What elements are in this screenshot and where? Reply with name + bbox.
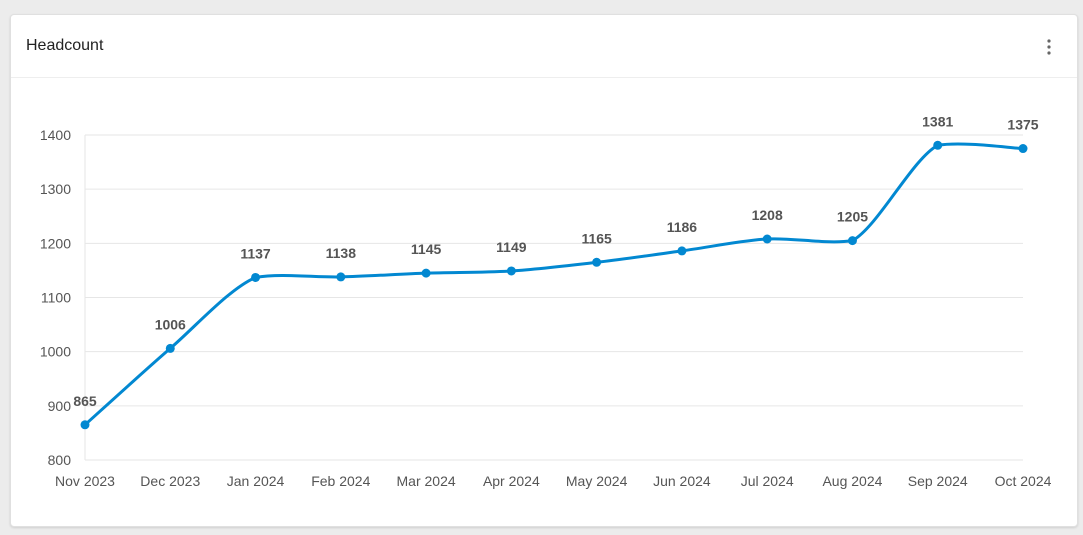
- y-tick-label: 1400: [40, 127, 71, 143]
- x-tick-label: Dec 2023: [140, 473, 200, 489]
- x-tick-label: Jul 2024: [741, 473, 794, 489]
- x-tick-label: Oct 2024: [995, 473, 1052, 489]
- y-tick-label: 800: [48, 452, 72, 468]
- grid-lines: [84, 134, 1023, 461]
- x-tick-label: Aug 2024: [822, 473, 882, 489]
- data-label: 1208: [752, 207, 783, 223]
- y-tick-label: 1200: [40, 235, 71, 251]
- data-point: [80, 420, 90, 430]
- data-points: [80, 140, 1028, 430]
- data-point: [421, 268, 431, 278]
- data-point: [762, 234, 772, 244]
- headcount-card: Headcount: [10, 14, 1078, 527]
- y-tick-label: 1000: [40, 344, 71, 360]
- data-label: 1186: [667, 219, 698, 235]
- data-point: [933, 140, 943, 150]
- data-label: 1006: [155, 316, 186, 332]
- data-point: [592, 257, 602, 267]
- more-vertical-icon: [1047, 39, 1051, 55]
- data-point: [1018, 144, 1028, 154]
- data-labels: 865 1006 1137 1138 1145 1149 1165 1186 1208 1205 1…: [73, 113, 1038, 409]
- x-axis-tick-labels: Nov 2023 Dec 2023 Jan 2024 Feb 2024 Mar 2024…: [55, 473, 1052, 489]
- x-tick-label: May 2024: [566, 473, 628, 489]
- data-label: 1375: [1007, 117, 1038, 133]
- y-axis-tick-labels: 800 900 1000 1100 1200 1300 1400: [40, 127, 71, 468]
- data-label: 1165: [581, 230, 612, 246]
- series-line: [83, 142, 1025, 427]
- more-options-button[interactable]: [1037, 35, 1061, 59]
- data-label: 1149: [496, 239, 527, 255]
- data-point: [336, 272, 346, 282]
- y-tick-label: 1300: [40, 181, 71, 197]
- x-tick-label: Mar 2024: [397, 473, 456, 489]
- data-label: 1138: [326, 245, 357, 261]
- card-header: Headcount: [11, 15, 1077, 78]
- data-point: [251, 272, 261, 282]
- data-label: 1145: [411, 241, 442, 257]
- data-point: [506, 266, 516, 276]
- y-tick-label: 900: [48, 398, 72, 414]
- y-tick-label: 1100: [41, 290, 71, 306]
- x-tick-label: Sep 2024: [908, 473, 968, 489]
- data-label: 1381: [922, 113, 953, 129]
- x-tick-label: Jun 2024: [653, 473, 711, 489]
- x-tick-label: Apr 2024: [483, 473, 540, 489]
- data-label: 865: [73, 393, 97, 409]
- data-point: [847, 236, 857, 246]
- data-label: 1205: [837, 209, 868, 225]
- card-title: Headcount: [26, 37, 104, 54]
- x-tick-label: Nov 2023: [55, 473, 115, 489]
- x-tick-label: Feb 2024: [311, 473, 370, 489]
- x-tick-label: Jan 2024: [227, 473, 285, 489]
- data-label: 1137: [240, 245, 271, 261]
- data-point: [165, 343, 175, 353]
- data-point: [677, 246, 687, 256]
